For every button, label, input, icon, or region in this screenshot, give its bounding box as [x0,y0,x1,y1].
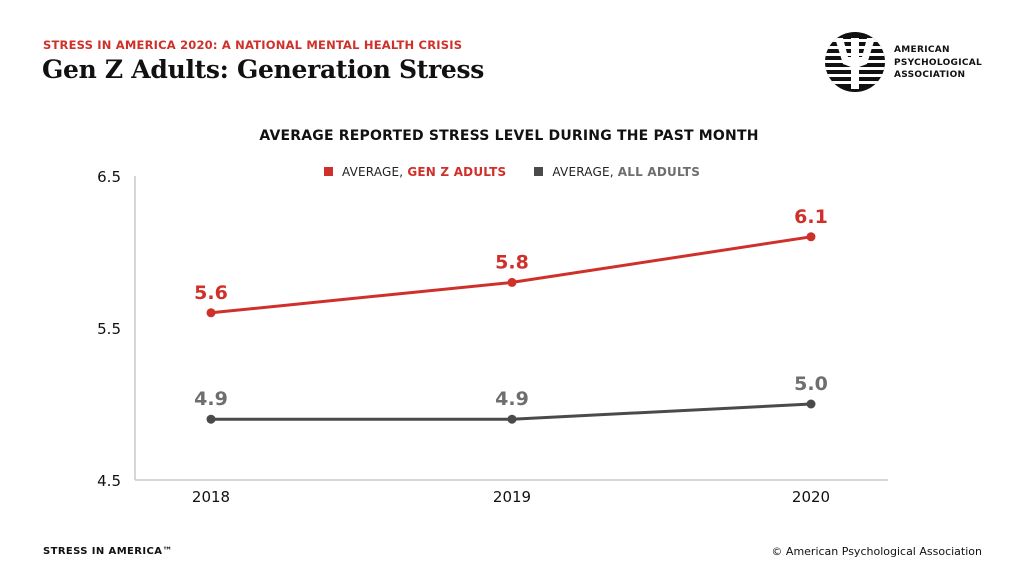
x-tick-label: 2018 [192,488,230,506]
footer-copyright: © American Psychological Association [771,545,982,558]
data-label: 4.9 [194,388,228,410]
legend-highlight: ALL ADULTS [617,165,701,179]
data-label: 5.0 [794,373,828,395]
legend-item-gen-z: AVERAGE, GEN Z ADULTS [323,165,507,179]
legend-prefix: AVERAGE, [341,165,408,179]
data-point [806,232,816,242]
y-tick-label: 5.5 [97,320,121,338]
x-tick-label: 2019 [493,488,531,506]
data-label: 4.9 [495,388,529,410]
data-point [206,308,216,318]
organization-name: AMERICAN PSYCHOLOGICAL ASSOCIATION [894,44,982,82]
report-kicker: STRESS IN AMERICA 2020: A NATIONAL MENTA… [43,38,463,52]
legend-swatch [323,167,333,176]
data-label: 5.6 [194,282,228,304]
y-tick-label: 6.5 [97,168,121,186]
chart-legend: AVERAGE, GEN Z ADULTS AVERAGE, ALL ADULT… [0,165,1024,179]
legend-item-all-adults: AVERAGE, ALL ADULTS [534,165,700,179]
footer-brand: STRESS IN AMERICA™ [43,546,173,557]
chart-title: AVERAGE REPORTED STRESS LEVEL DURING THE… [259,128,759,144]
data-point [507,277,517,287]
data-point [806,399,816,409]
x-tick-label: 2020 [792,488,830,506]
legend-highlight: GEN Z ADULTS [407,165,507,179]
logo-line: AMERICAN [894,45,950,55]
data-point [507,414,517,424]
logo-line: ASSOCIATION [894,70,966,80]
series-line [210,235,812,315]
psi-icon [825,32,885,92]
page-title: Gen Z Adults: Generation Stress [42,55,485,84]
y-tick-label: 4.5 [97,472,121,490]
data-label: 6.1 [794,206,828,228]
legend-prefix: AVERAGE, [552,165,618,179]
legend-swatch [534,167,544,176]
data-label: 5.8 [495,251,529,273]
data-point [206,414,216,424]
logo-line: PSYCHOLOGICAL [894,57,983,68]
